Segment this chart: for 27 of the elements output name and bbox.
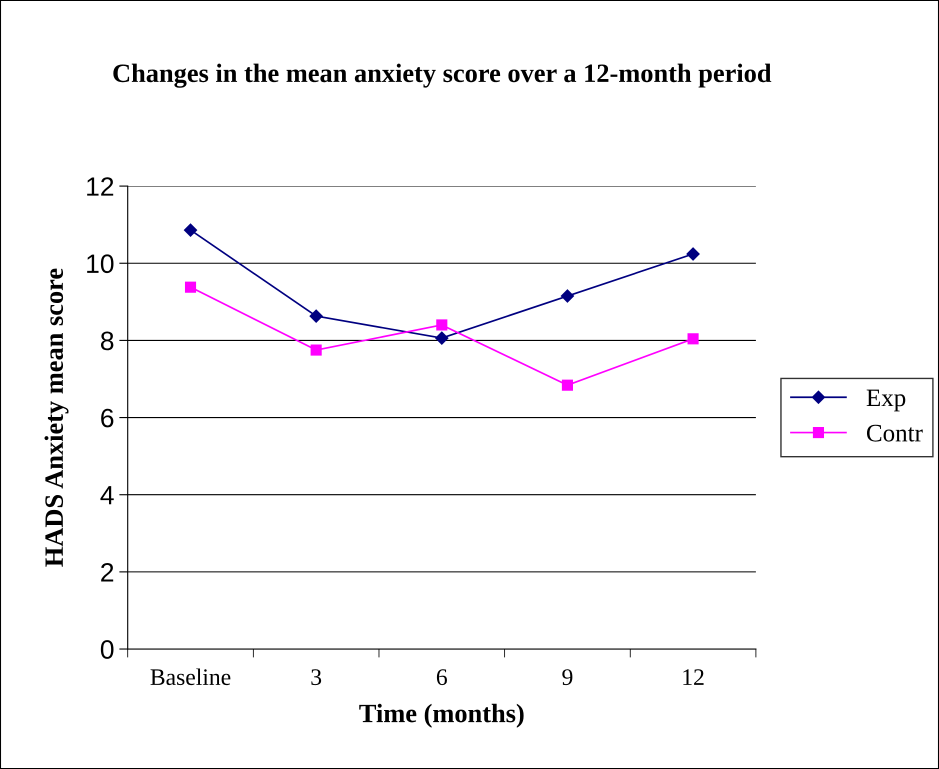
y-tick-label: 4 — [100, 486, 114, 504]
x-tick-label: Baseline — [150, 668, 230, 686]
y-tick-label: 6 — [101, 408, 114, 428]
y-tick-label: 2 — [101, 563, 114, 582]
point — [184, 282, 196, 293]
point — [562, 380, 573, 391]
point — [310, 344, 322, 356]
y-tick-label: 8 — [100, 332, 114, 350]
legend-label: Contr — [866, 424, 923, 442]
point — [435, 332, 448, 345]
y-tick-label: 12 — [87, 177, 114, 196]
legend-label: Exp — [866, 390, 906, 412]
point — [310, 310, 323, 323]
y-tick-label: 0 — [100, 640, 114, 659]
x-axis-title: Time (months) — [359, 704, 524, 728]
x-tick-label: 12 — [683, 669, 704, 685]
point — [436, 319, 448, 331]
point — [560, 289, 574, 303]
chart-title: Changes in the mean anxiety score over a 12-month period — [113, 64, 772, 88]
point — [688, 333, 699, 344]
x-tick-label: 9 — [562, 669, 572, 686]
x-tick-label: 3 — [311, 669, 322, 686]
y-axis-title: HADS Anxiety mean score — [44, 268, 68, 567]
point — [686, 247, 700, 261]
point — [184, 223, 198, 237]
x-tick-label: 6 — [436, 669, 447, 686]
y-tick-label: 10 — [87, 254, 114, 274]
